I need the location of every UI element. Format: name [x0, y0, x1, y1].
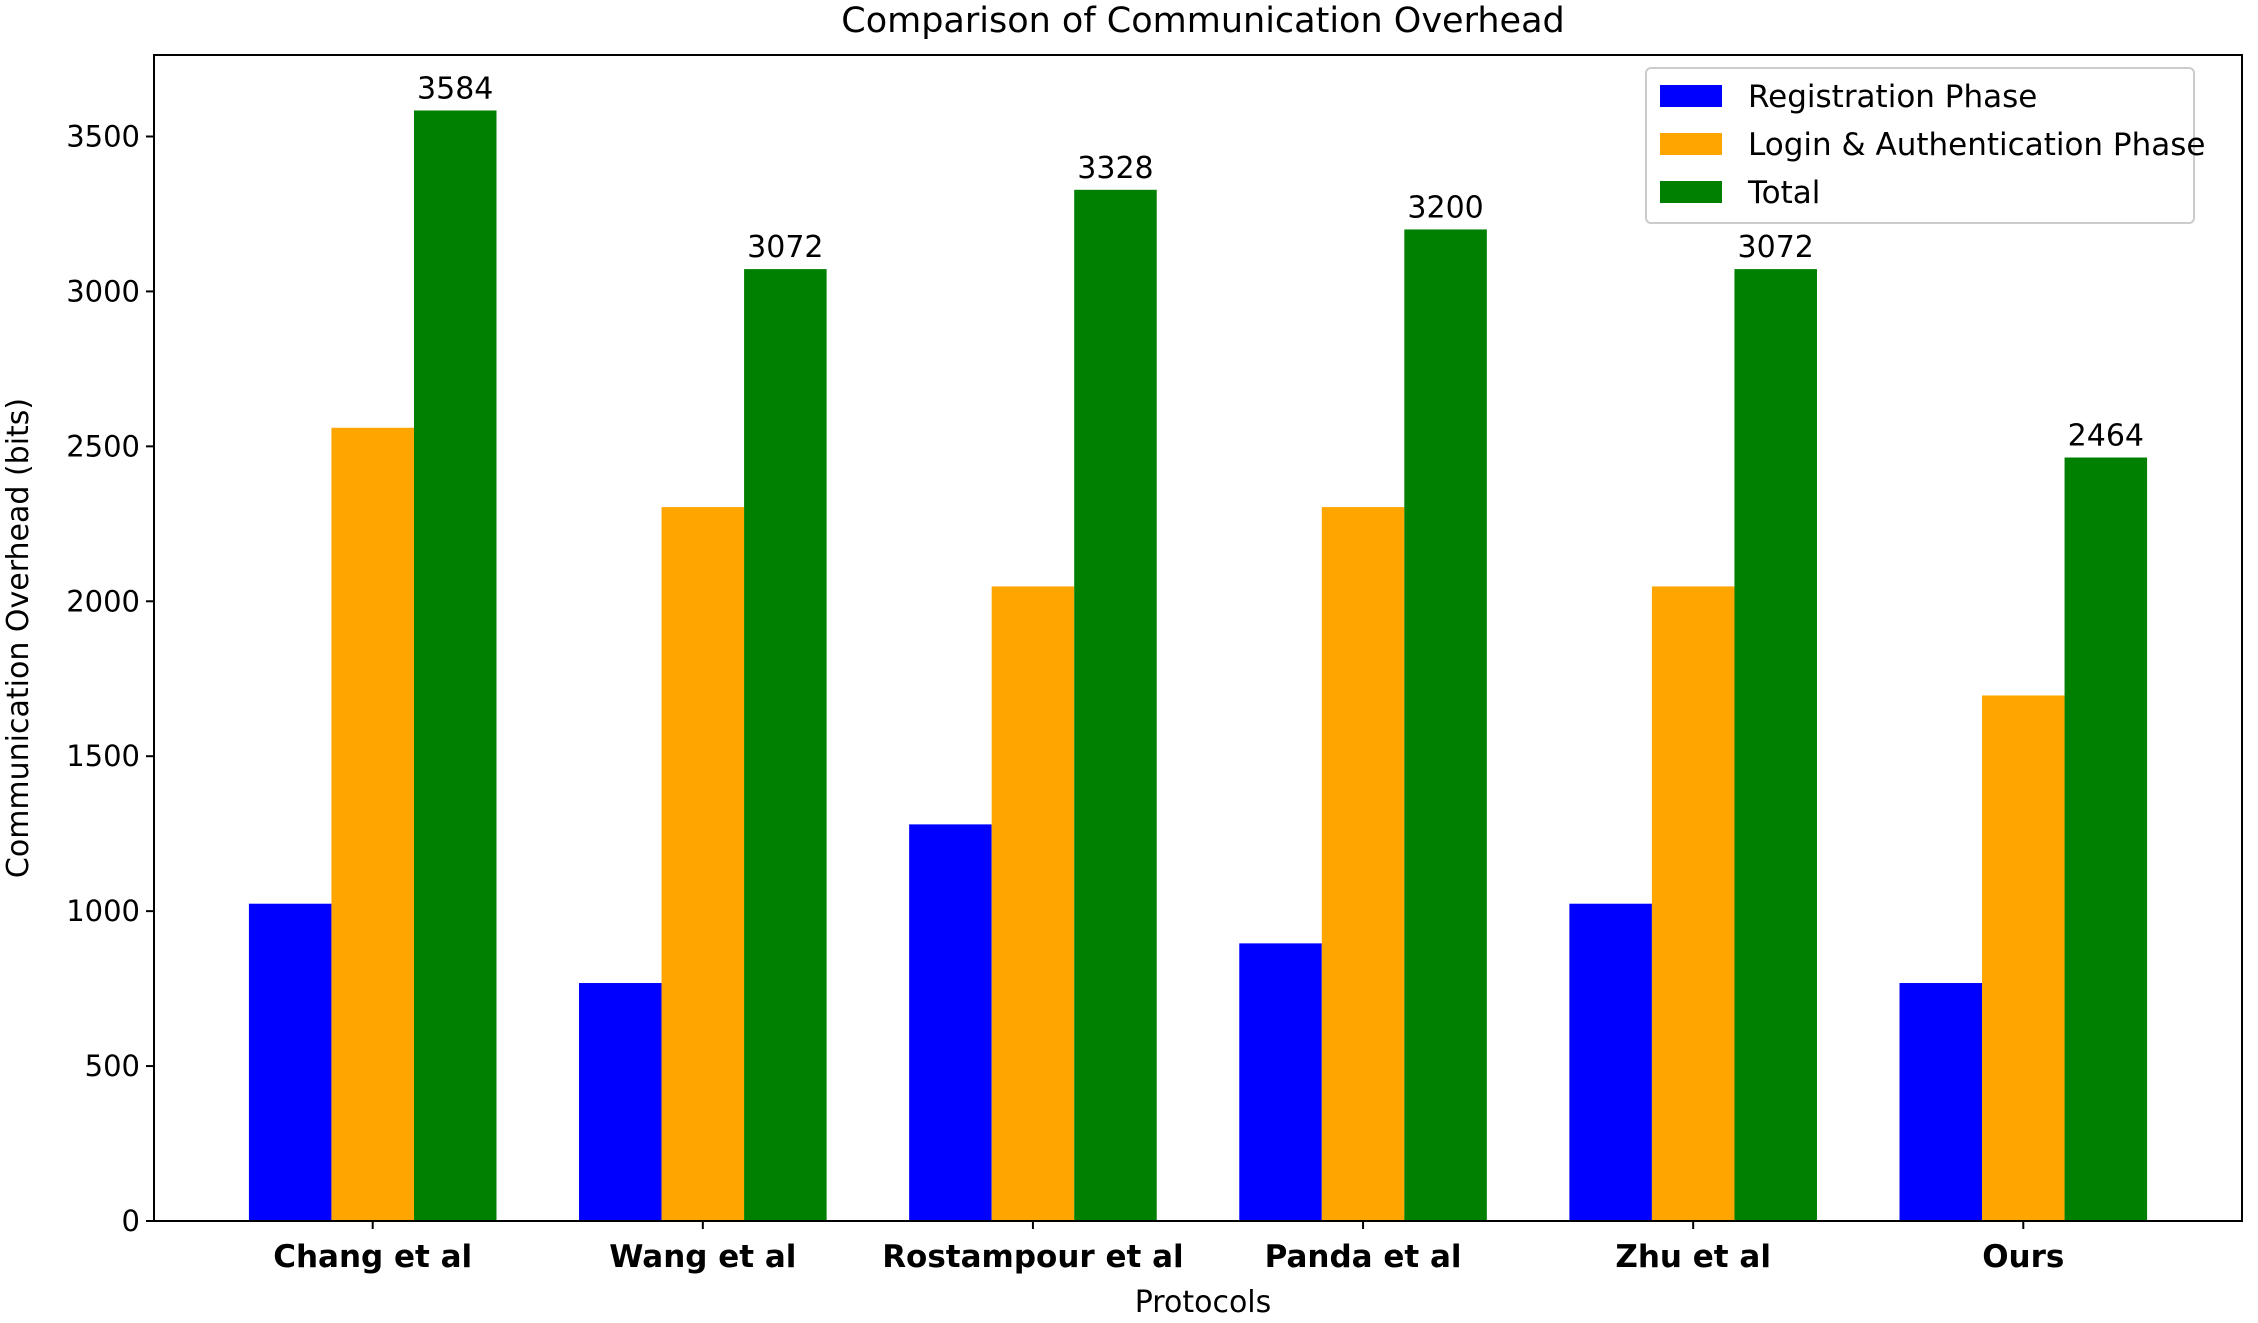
x-tick-label: Chang et al [273, 1239, 472, 1275]
x-tick-label: Zhu et al [1615, 1239, 1771, 1275]
data-label: 3584 [417, 71, 493, 106]
bar-total-1 [744, 269, 827, 1221]
bar-login-authentication-phase-0 [331, 427, 414, 1221]
data-label: 2464 [2068, 419, 2144, 454]
legend-frame [1645, 67, 2195, 224]
x-axis-label: Protocols [1135, 1285, 1272, 1319]
legend-swatch [1660, 85, 1722, 107]
data-label: 3200 [1407, 190, 1483, 225]
bar-registration-phase-5 [1899, 983, 1983, 1221]
legend-label: Registration Phase [1748, 79, 2037, 115]
x-tick-label: Ours [1982, 1239, 2064, 1275]
y-tick-label: 3000 [66, 274, 140, 308]
bar-login-authentication-phase-3 [1321, 507, 1405, 1222]
bar-login-authentication-phase-4 [1651, 586, 1735, 1221]
y-axis-label: Communication Overhead (bits) [1, 398, 36, 878]
legend: Registration Phase Login & Authentication… [1645, 67, 2206, 224]
bar-registration-phase-0 [248, 903, 332, 1221]
bar-login-authentication-phase-5 [1982, 695, 2065, 1221]
y-tick-label: 1500 [66, 739, 140, 773]
x-tick-label: Wang et al [609, 1239, 796, 1275]
x-tick-label: Panda et al [1265, 1239, 1462, 1275]
legend-label: Login & Authentication Phase [1748, 127, 2206, 163]
y-tick-label: 500 [85, 1049, 140, 1083]
bar-registration-phase-4 [1569, 903, 1652, 1221]
chart-title: Comparison of Communication Overhead [841, 1, 1564, 41]
plot-frame [153, 54, 2243, 1222]
bar-total-5 [2064, 457, 2148, 1221]
bar-registration-phase-1 [579, 983, 662, 1221]
x-tick-label: Rostampour et al [882, 1239, 1183, 1275]
y-tick-label: 0 [122, 1204, 140, 1238]
bar-registration-phase-2 [909, 824, 992, 1221]
bar-login-authentication-phase-1 [661, 507, 745, 1222]
bar-login-authentication-phase-2 [991, 586, 1075, 1221]
bar-total-0 [413, 110, 497, 1221]
bar-total-3 [1404, 229, 1487, 1222]
legend-swatch [1660, 133, 1722, 155]
data-label: 3072 [1738, 230, 1814, 265]
legend-label: Total [1747, 175, 1820, 211]
y-tick-label: 2000 [66, 584, 140, 618]
bar-total-2 [1074, 189, 1157, 1222]
bar-registration-phase-3 [1239, 943, 1322, 1221]
y-tick-label: 1000 [66, 894, 140, 928]
bar-total-4 [1734, 269, 1817, 1221]
legend-swatch [1660, 181, 1722, 203]
data-label: 3072 [747, 230, 823, 265]
y-tick-label: 2500 [66, 429, 140, 463]
data-label: 3328 [1077, 151, 1153, 186]
y-tick-label: 3500 [66, 119, 140, 153]
